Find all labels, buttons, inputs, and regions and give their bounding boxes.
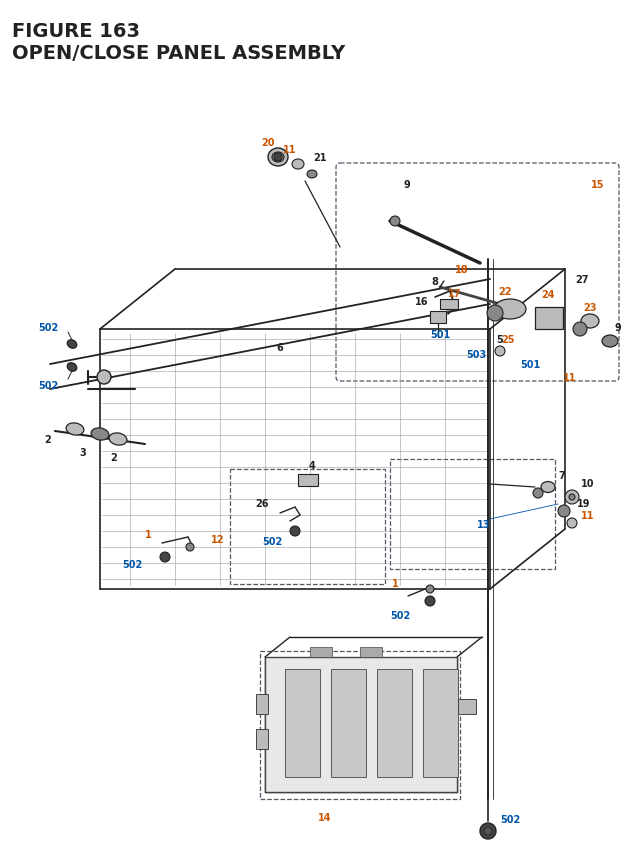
Circle shape xyxy=(97,370,111,385)
Ellipse shape xyxy=(494,300,526,319)
Ellipse shape xyxy=(109,433,127,446)
Text: 9: 9 xyxy=(404,180,410,189)
Text: 22: 22 xyxy=(499,287,512,297)
Text: 6: 6 xyxy=(276,343,284,353)
Bar xyxy=(256,694,268,714)
Text: 1: 1 xyxy=(145,530,152,539)
Text: 1: 1 xyxy=(392,579,398,588)
Text: 2: 2 xyxy=(45,435,51,444)
Text: 24: 24 xyxy=(541,289,555,300)
Bar xyxy=(360,647,382,657)
Bar xyxy=(390,460,555,569)
Circle shape xyxy=(390,217,400,226)
Bar xyxy=(256,729,268,749)
Bar xyxy=(310,647,332,657)
Ellipse shape xyxy=(602,336,618,348)
Text: 27: 27 xyxy=(575,275,589,285)
Text: 11: 11 xyxy=(563,373,577,382)
Ellipse shape xyxy=(272,152,284,163)
Text: 502: 502 xyxy=(38,381,58,391)
Ellipse shape xyxy=(91,429,109,441)
Bar xyxy=(458,699,476,714)
Bar xyxy=(377,669,412,777)
Text: OPEN/CLOSE PANEL ASSEMBLY: OPEN/CLOSE PANEL ASSEMBLY xyxy=(12,44,345,63)
Text: 15: 15 xyxy=(591,180,605,189)
Circle shape xyxy=(533,488,543,499)
Text: 502: 502 xyxy=(262,536,282,547)
Bar xyxy=(260,651,460,799)
Text: 25: 25 xyxy=(501,335,515,344)
Bar xyxy=(230,469,385,585)
Circle shape xyxy=(487,306,503,322)
Text: 20: 20 xyxy=(261,138,275,148)
Circle shape xyxy=(569,494,575,500)
Circle shape xyxy=(565,491,579,505)
Text: 502: 502 xyxy=(390,610,410,620)
Text: 7: 7 xyxy=(559,470,565,480)
Circle shape xyxy=(160,553,170,562)
Bar xyxy=(430,312,446,324)
Circle shape xyxy=(558,505,570,517)
Text: 17: 17 xyxy=(448,288,461,299)
Text: 21: 21 xyxy=(313,152,327,163)
Text: 26: 26 xyxy=(255,499,269,508)
Circle shape xyxy=(426,585,434,593)
Text: 3: 3 xyxy=(79,448,86,457)
Bar xyxy=(440,300,458,310)
Text: 502: 502 xyxy=(500,814,520,824)
Text: 11: 11 xyxy=(581,511,595,520)
Text: 23: 23 xyxy=(583,303,596,313)
Text: 13: 13 xyxy=(477,519,491,530)
Circle shape xyxy=(443,300,453,311)
Ellipse shape xyxy=(581,314,599,329)
Text: 14: 14 xyxy=(318,812,332,822)
Ellipse shape xyxy=(268,149,288,167)
Text: 19: 19 xyxy=(577,499,591,508)
Bar xyxy=(298,474,318,486)
Circle shape xyxy=(484,827,492,835)
Text: 2: 2 xyxy=(111,453,117,462)
Bar xyxy=(265,657,457,792)
Ellipse shape xyxy=(67,340,77,349)
Text: 501: 501 xyxy=(430,330,450,339)
Circle shape xyxy=(274,154,282,162)
Circle shape xyxy=(480,823,496,839)
Ellipse shape xyxy=(541,482,555,493)
Text: 501: 501 xyxy=(520,360,540,369)
Circle shape xyxy=(495,347,505,356)
Bar xyxy=(535,307,563,330)
Bar xyxy=(331,669,366,777)
Circle shape xyxy=(425,597,435,606)
Text: 502: 502 xyxy=(122,560,142,569)
Text: 16: 16 xyxy=(415,297,429,307)
Ellipse shape xyxy=(307,170,317,179)
Text: 8: 8 xyxy=(431,276,438,287)
Text: 11: 11 xyxy=(284,145,297,155)
Text: 4: 4 xyxy=(308,461,316,470)
Text: 10: 10 xyxy=(581,479,595,488)
Text: 9: 9 xyxy=(614,323,621,332)
Bar xyxy=(285,669,320,777)
Text: 502: 502 xyxy=(38,323,58,332)
Text: 18: 18 xyxy=(455,264,469,275)
Circle shape xyxy=(573,323,587,337)
Text: 5: 5 xyxy=(497,335,504,344)
Ellipse shape xyxy=(66,424,84,436)
Text: FIGURE 163: FIGURE 163 xyxy=(12,22,140,41)
Circle shape xyxy=(186,543,194,551)
Ellipse shape xyxy=(67,363,77,372)
Circle shape xyxy=(567,518,577,529)
Ellipse shape xyxy=(292,160,304,170)
Bar xyxy=(423,669,458,777)
Text: 12: 12 xyxy=(211,535,225,544)
Text: 503: 503 xyxy=(466,350,486,360)
Circle shape xyxy=(290,526,300,536)
